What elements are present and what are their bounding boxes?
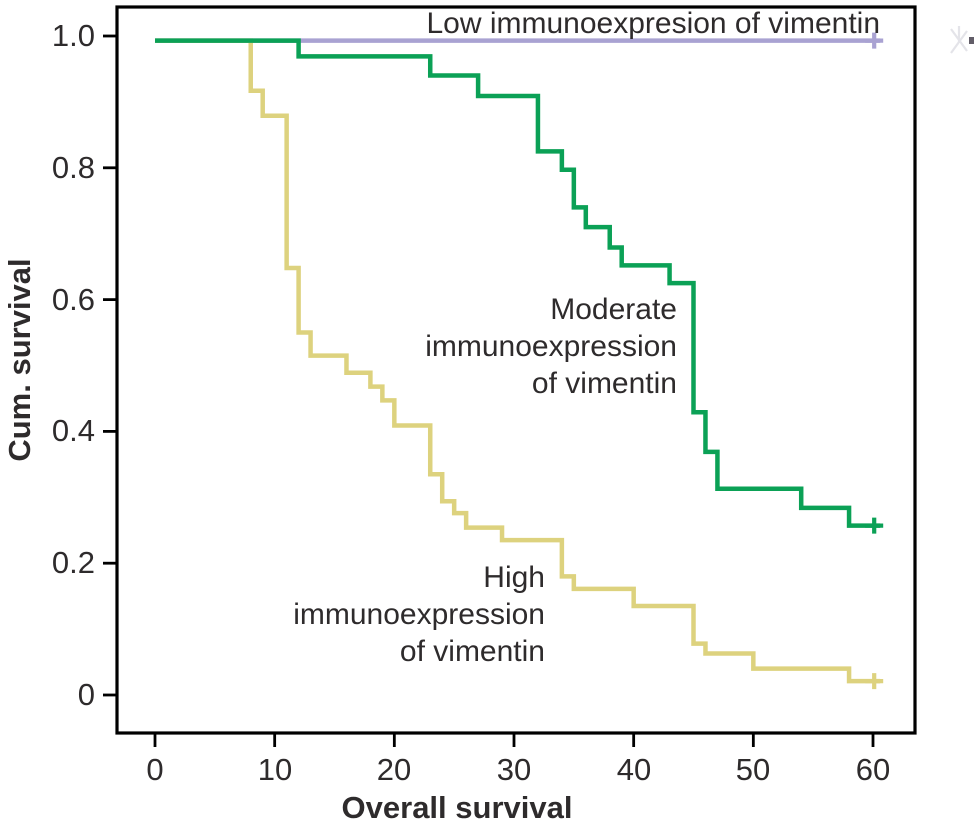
- curve-label-high: High immunoexpression of vimentin: [293, 559, 545, 670]
- x-tick-label: 20: [376, 752, 412, 787]
- curve-label-low: Low immunoexpresion of vimentin: [426, 7, 880, 40]
- y-tick-label: 0.6: [51, 282, 95, 317]
- censor-mark-moderate: [865, 517, 884, 534]
- x-tick-label: 60: [855, 752, 891, 787]
- y-axis-title: Cum. survival: [2, 258, 37, 462]
- censor-mark-high: [865, 673, 884, 690]
- x-axis-title: Overall survival: [341, 790, 573, 823]
- censor-mark-low: [865, 32, 884, 49]
- curve-label-line: High: [483, 561, 545, 594]
- y-tick-label: 0.4: [51, 413, 95, 448]
- curve-label-line: of vimentin: [399, 635, 545, 668]
- curve-label-line: Moderate: [550, 293, 677, 326]
- curve-label-moderate: Moderate immunoexpression of vimentin: [425, 291, 677, 402]
- x-tick-label: 40: [616, 752, 652, 787]
- x-tick-label: 10: [257, 752, 293, 787]
- curve-label-line: of vimentin: [531, 367, 677, 400]
- y-tick-label: 0.2: [51, 545, 95, 580]
- x-tick-label: 50: [735, 752, 771, 787]
- survival-curve-high: [155, 38, 881, 684]
- y-tick-label: 1.0: [51, 18, 95, 53]
- curve-label-line: immunoexpression: [293, 598, 545, 631]
- survival-curve-moderate: [155, 38, 881, 528]
- edge-artifact-mark: [950, 26, 974, 54]
- curve-label-line: immunoexpression: [425, 330, 677, 363]
- x-tick-label: 0: [146, 752, 164, 787]
- y-tick-label: 0: [77, 677, 95, 712]
- plot-border: [115, 5, 917, 735]
- y-tick-label: 0.8: [51, 150, 95, 185]
- x-tick-label: 30: [496, 752, 532, 787]
